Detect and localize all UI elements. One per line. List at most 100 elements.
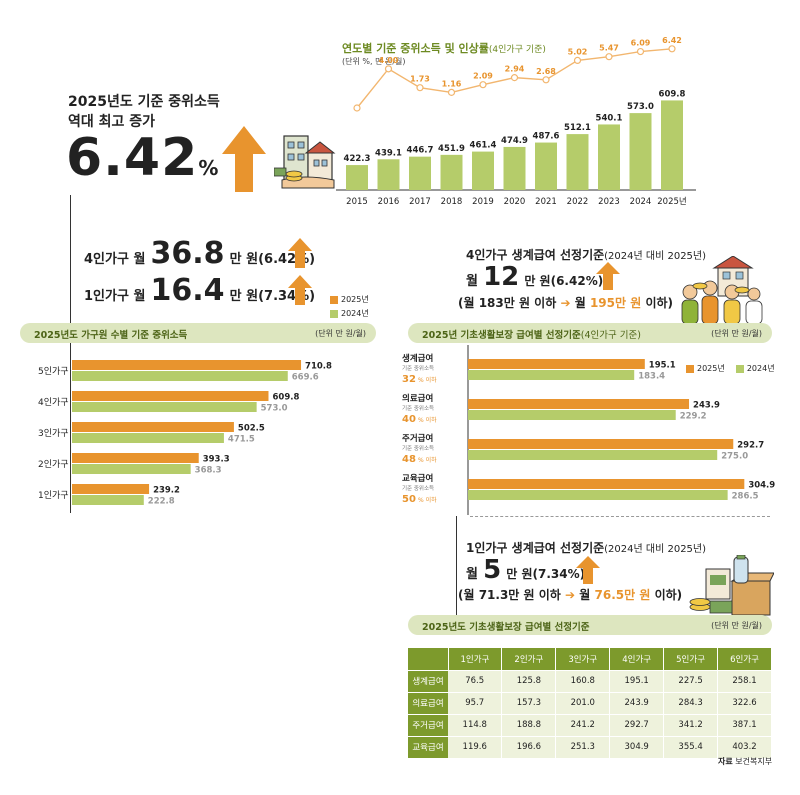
benefit-category-label: 주거급여 [402,433,433,444]
annual-chart: 422.3 2015 439.1 2016 446.7 2017 451.9 2018 461.… [336,36,696,207]
benefit-category-sub: 기준 중위소득 [402,364,434,372]
benefit-band-label-wrap: 2025년 기초생활보장 급여별 선정기준(4인가구 기준) [422,327,641,341]
household-band-unit: (단위 만 원/월) [315,329,366,338]
table-col-4: 4인가구 [609,648,665,671]
household-category-label: 2인가구 [38,459,69,470]
table-header-row: 1인가구 2인가구 3인가구 4인가구 5인가구 6인가구 [408,648,772,671]
benefit-category-label: 의료급여 [402,393,433,404]
household-category-label: 4인가구 [38,397,69,408]
table-col-3: 3인가구 [555,648,611,671]
table-row-header: 주거급여 [408,714,448,737]
annual-x-tick-label: 2021 [535,197,557,207]
household-bar-2024 [72,433,224,443]
household-bar-2025 [72,422,234,432]
benefit-band: 2025년 기초생활보장 급여별 선정기준(4인가구 기준) (단위 만 원/월… [408,323,772,343]
livelihood-range-to: 195만 원 [589,296,642,310]
annual-bar-value-label: 446.7 [407,146,434,156]
household-value-2025: 239.2 [153,486,180,496]
benefit-category-sub: 기준 중위소득 [402,444,434,452]
single-range-end: 이하) [654,588,683,602]
annual-bar-value-label: 451.9 [438,144,465,154]
table-cell: 157.3 [501,692,557,715]
table-cell: 160.8 [555,670,611,693]
annual-x-tick-label: 2018 [441,197,463,207]
table-cell: 251.3 [555,736,611,759]
table-band: 2025년도 기초생활보장 급여별 선정기준 (단위 만 원/월) [408,615,772,635]
benefit-bar-2024 [468,410,676,420]
annual-bar-value-label: 540.1 [596,113,623,123]
table-cell: 241.2 [555,714,611,737]
rate-value-label: 6.09 [631,39,651,48]
left-divider [70,195,71,513]
table-cell: 195.1 [609,670,665,693]
livelihood-range-from: (월 183만 원 이하 [458,296,557,310]
benefit-category-pct: 32 [402,374,416,385]
table-row-header: 교육급여 [408,736,448,759]
annual-bar [472,151,494,190]
four-prefix: 4인가구 월 [84,252,146,267]
benefit-legend: 2025년 2024년 [686,358,781,377]
headline-line1: 2025년도 기준 중위소득 [68,94,220,110]
table-cell: 243.9 [609,692,665,715]
table-cell: 125.8 [501,670,557,693]
livelihood-title: 4인가구 생계급여 선정기준(2024년 대비 2025년) [466,244,706,263]
source-label: 자료 [718,757,733,766]
table-cell: 403.2 [717,736,772,759]
rate-value-label: 5.47 [599,44,619,53]
livelihood-title-text: 4인가구 생계급여 선정기준 [466,248,605,262]
household-bar-2024 [72,464,191,474]
table-cell: 76.5 [448,670,503,693]
household-value-2025: 502.5 [238,424,265,434]
single-title-text: 1인가구 생계급여 선정기준 [466,541,605,555]
table-cell: 95.7 [448,692,503,715]
rate-value-label: 1.16 [442,79,462,88]
livelihood-suffix: 만 원(6.42%) [524,274,604,288]
annual-bar-value-label: 487.6 [533,132,560,142]
benefit-value-2025: 243.9 [693,401,720,411]
annual-bar [409,156,431,190]
table-row: 주거급여 114.8 188.8 241.2 292.7 341.2 387.1 [408,714,772,737]
table-col-1: 1인가구 [448,648,503,671]
table-cell: 341.2 [663,714,719,737]
rate-point [447,88,456,96]
rate-point [668,45,676,53]
benefit-category-sub: 기준 중위소득 [402,404,434,412]
legend-item-2024: 2024년 [330,306,375,320]
livelihood-value: 12 [483,262,520,292]
source-name: 보건복지부 [735,757,773,766]
household-value-2024: 669.6 [292,373,319,383]
annual-chart-title-suffix: (4인가구 기준) [488,45,546,55]
table-band-unit: (단위 만 원/월) [711,621,762,630]
rate-value-label: 1.73 [410,75,430,84]
annual-x-tick-label: 2019 [472,197,494,207]
benefit-category-pct-unit: % 이하 [418,416,437,424]
single-prefix: 월 [466,567,478,582]
benefit-category-pct: 50 [402,494,416,505]
single-value: 5 [483,555,502,585]
household-bar-2024 [72,495,144,505]
rate-value-label: 4.00 [379,56,399,65]
household-category-label: 3인가구 [38,428,69,439]
rate-point [573,56,582,65]
benefit-legend-2024-label: 2024년 [746,364,775,373]
single-title-suffix: (2024년 대비 2025년) [604,544,707,555]
household-value-2024: 573.0 [261,404,288,414]
annual-x-tick-label: 2017 [409,197,431,207]
legend-2024-label: 2024년 [341,309,369,318]
legend-2025-label: 2025년 [341,295,369,304]
rate-value-label: 2.68 [536,67,556,76]
benefit-category-pct: 40 [402,414,416,425]
benefit-category-sub: 기준 중위소득 [402,484,434,492]
benefit-legend-2024-swatch [735,364,744,373]
headline-big-value: 6.42 [66,128,199,188]
annual-bar-value-label: 474.9 [501,136,528,146]
single-range-month: 월 [579,588,591,602]
headline-big-unit: % [198,156,219,180]
table-row: 의료급여 95.7 157.3 201.0 243.9 284.3 322.6 [408,692,772,715]
benefit-value-2025: 292.7 [737,441,764,451]
annual-bar-value-label: 609.8 [659,89,686,99]
annual-x-tick-label: 2016 [378,197,400,207]
single-range-to: 76.5만 원 [594,588,651,602]
